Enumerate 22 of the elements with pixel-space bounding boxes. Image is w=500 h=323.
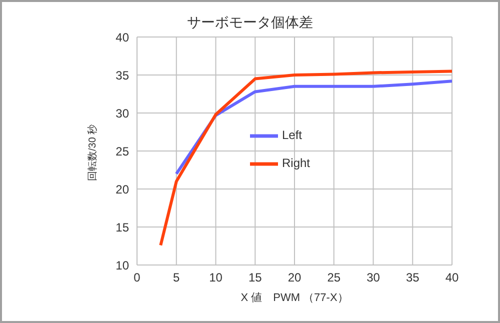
x-tick-label: 0: [134, 270, 141, 285]
x-tick-label: 30: [366, 270, 380, 285]
x-axis-title: X 値 PWM （77-X）: [240, 292, 348, 304]
legend-label: Right: [282, 156, 310, 170]
y-tick-label: 35: [116, 68, 130, 82]
x-tick-label: 5: [173, 270, 180, 285]
y-tick-label: 40: [116, 30, 130, 44]
x-tick-label: 20: [288, 270, 302, 285]
y-tick-label: 25: [116, 144, 130, 158]
y-tick-label: 30: [116, 106, 130, 120]
y-tick-label: 10: [116, 258, 130, 272]
line-series: [159, 70, 452, 247]
x-tick-label: 35: [406, 270, 420, 285]
y-tick-label: 15: [116, 220, 130, 234]
legend-label: Left: [282, 128, 302, 142]
x-tick-label: 25: [327, 270, 341, 285]
x-tick-label: 15: [248, 270, 262, 285]
x-tick-label: 10: [209, 270, 223, 285]
x-tick-label: 40: [445, 270, 459, 285]
chart-title: サーボモータ個体差: [186, 14, 314, 32]
y-axis-title: 回転数/30 秒: [86, 124, 99, 181]
y-tick-label: 20: [116, 182, 130, 196]
